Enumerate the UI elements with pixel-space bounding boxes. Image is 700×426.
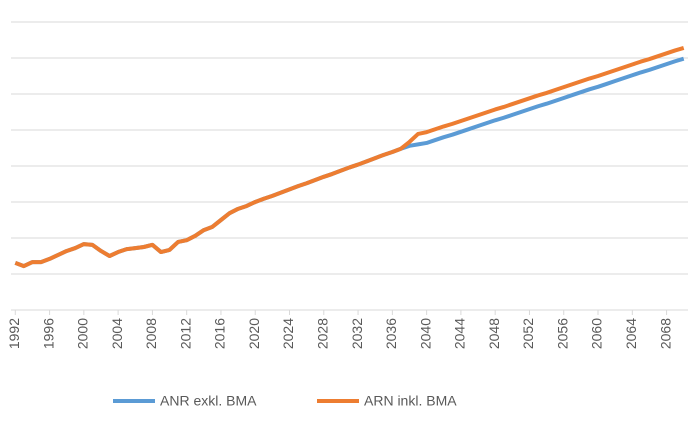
- x-tick-label: 2044: [452, 318, 468, 349]
- x-tick-label: 2048: [486, 318, 502, 349]
- x-tick-label: 2024: [280, 318, 296, 349]
- x-tick-label: 2040: [417, 318, 433, 349]
- x-tick-label: 2068: [657, 318, 673, 349]
- x-tick-label: 2012: [177, 318, 193, 349]
- x-tick-label: 1996: [40, 318, 56, 349]
- x-tick-label: 2056: [554, 318, 570, 349]
- line-series: [14, 56, 685, 269]
- legend-label: ANR exkl. BMA: [160, 393, 257, 409]
- x-tick-label: 2032: [349, 318, 365, 349]
- x-tick-label: 2064: [623, 318, 639, 349]
- legend-label: ARN inkl. BMA: [364, 393, 457, 409]
- x-tick-label: 2060: [589, 318, 605, 349]
- x-tick-label: 2008: [143, 318, 159, 349]
- x-tick-label: 2016: [212, 318, 228, 349]
- x-tick-label: 2036: [383, 318, 399, 349]
- x-tick-label: 2000: [75, 318, 91, 349]
- x-tick-label: 2028: [314, 318, 330, 349]
- x-tick-label: 1992: [6, 318, 22, 349]
- line-series: [14, 46, 685, 269]
- x-tick-label: 2052: [520, 318, 536, 349]
- x-tick-label: 2004: [109, 318, 125, 349]
- x-tick-label: 2020: [246, 318, 262, 349]
